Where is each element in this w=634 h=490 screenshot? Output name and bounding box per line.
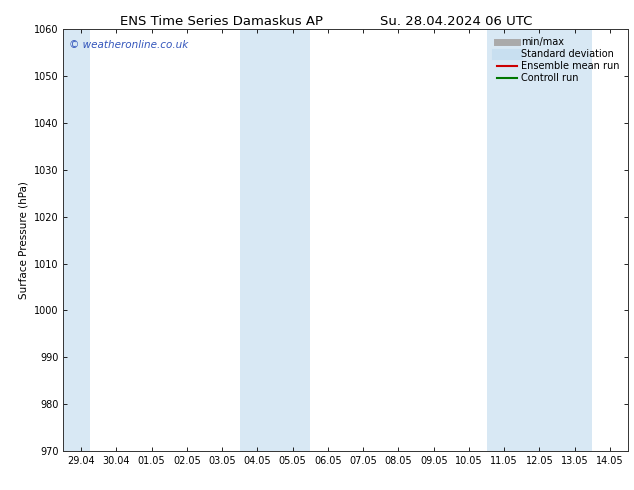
- Text: © weatheronline.co.uk: © weatheronline.co.uk: [69, 40, 188, 50]
- Text: Su. 28.04.2024 06 UTC: Su. 28.04.2024 06 UTC: [380, 15, 533, 28]
- Bar: [63, 29, 90, 451]
- Bar: [487, 29, 592, 451]
- Bar: [240, 29, 310, 451]
- Legend: min/max, Standard deviation, Ensemble mean run, Controll run: min/max, Standard deviation, Ensemble me…: [494, 34, 623, 86]
- Text: ENS Time Series Damaskus AP: ENS Time Series Damaskus AP: [120, 15, 323, 28]
- Y-axis label: Surface Pressure (hPa): Surface Pressure (hPa): [18, 181, 29, 299]
